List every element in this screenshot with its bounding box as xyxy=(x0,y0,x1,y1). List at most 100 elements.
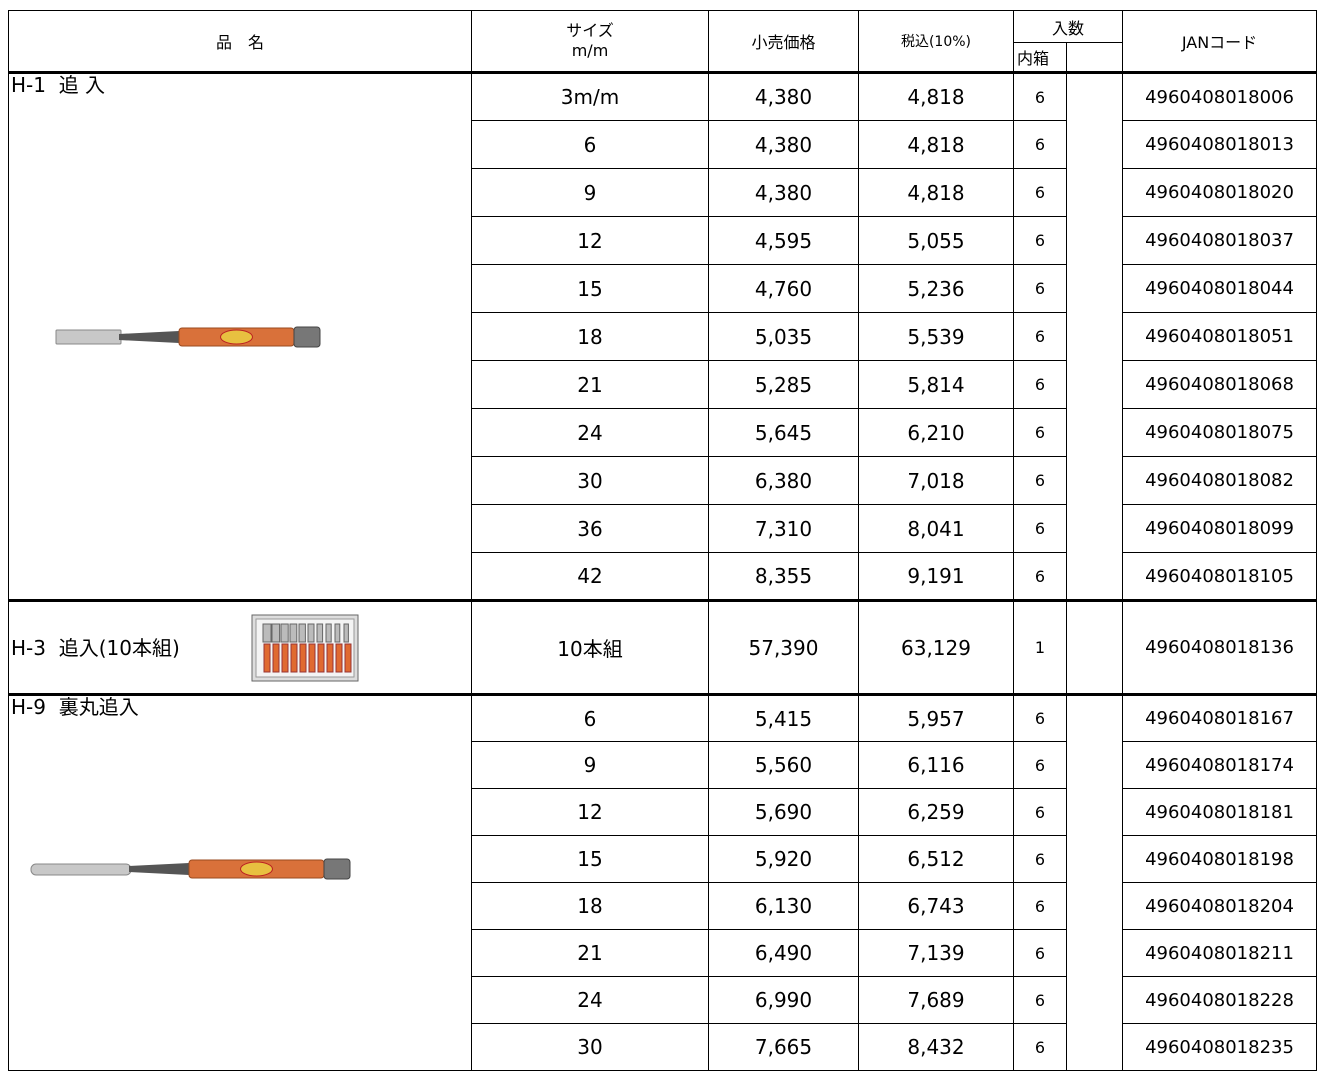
header-retail: 小売価格 xyxy=(708,10,859,74)
tax-cell: 6,743 xyxy=(858,882,1014,930)
table-row: 30 6,380 7,018 6 4960408018082 xyxy=(9,456,1318,505)
jan-cell: 4960408018211 xyxy=(1122,929,1318,977)
inner-cell: 6 xyxy=(1013,882,1067,930)
tax-cell: 8,432 xyxy=(858,1023,1014,1071)
product-cell: H-9 裏丸追入 xyxy=(8,693,472,1071)
size-cell: 18 xyxy=(471,882,709,930)
price-table: 品 名 サイズ m/m 小売価格 税込(10%) 入数 JANコード 内箱 H-… xyxy=(8,10,1318,1071)
size-cell: 9 xyxy=(471,741,709,789)
size-cell: 21 xyxy=(471,360,709,409)
header-size: サイズ m/m xyxy=(471,10,709,74)
tax-cell: 6,259 xyxy=(858,788,1014,836)
jan-cell: 4960408018020 xyxy=(1122,168,1318,217)
jan-cell: 4960408018136 xyxy=(1122,599,1318,695)
tax-cell: 5,957 xyxy=(858,693,1014,742)
set-image xyxy=(251,614,359,681)
table-body: H-1 追 入 3m/m 4,380 4,818 6 4960408018006 6 4,3… xyxy=(8,71,1318,1071)
retail-cell: 6,130 xyxy=(708,882,859,930)
retail-cell: 4,380 xyxy=(708,168,859,217)
header-size-unit: m/m xyxy=(571,41,609,60)
product-name: H-1 追 入 xyxy=(11,73,106,97)
size-cell: 18 xyxy=(471,312,709,361)
product-name: H-3 追入(10本組) xyxy=(11,635,180,660)
tax-cell: 5,236 xyxy=(858,264,1014,313)
table-row: 21 6,490 7,139 6 4960408018211 xyxy=(9,929,1318,977)
inner-cell: 6 xyxy=(1013,976,1067,1024)
inner-cell: 6 xyxy=(1013,408,1067,457)
jan-cell: 4960408018167 xyxy=(1122,693,1318,742)
table-row: 42 8,355 9,191 6 4960408018105 xyxy=(9,552,1318,601)
table-row: 12 4,595 5,055 6 4960408018037 xyxy=(9,216,1318,265)
inner-cell: 6 xyxy=(1013,312,1067,361)
inner-cell: 6 xyxy=(1013,120,1067,169)
inner-cell: 6 xyxy=(1013,929,1067,977)
jan-cell: 4960408018198 xyxy=(1122,835,1318,883)
jan-cell: 4960408018204 xyxy=(1122,882,1318,930)
inner-cell: 6 xyxy=(1013,168,1067,217)
inner-cell: 6 xyxy=(1013,1023,1067,1071)
tax-cell: 7,139 xyxy=(858,929,1014,977)
jan-cell: 4960408018174 xyxy=(1122,741,1318,789)
table-row: H-9 裏丸追入 6 5,415 5,957 6 4960408018167 xyxy=(8,693,1318,1071)
tax-cell: 5,814 xyxy=(858,360,1014,409)
size-cell: 24 xyxy=(471,408,709,457)
size-cell: 15 xyxy=(471,264,709,313)
tax-cell: 6,210 xyxy=(858,408,1014,457)
retail-cell: 5,690 xyxy=(708,788,859,836)
jan-cell: 4960408018051 xyxy=(1122,312,1318,361)
tax-cell: 4,818 xyxy=(858,168,1014,217)
retail-cell: 5,920 xyxy=(708,835,859,883)
inner-cell: 6 xyxy=(1013,264,1067,313)
inner-cell: 6 xyxy=(1013,693,1067,742)
header-qty: 入数 xyxy=(1012,10,1124,43)
jan-cell: 4960408018075 xyxy=(1122,408,1318,457)
retail-cell: 7,665 xyxy=(708,1023,859,1071)
inner-cell: 6 xyxy=(1013,216,1067,265)
inner-cell: 6 xyxy=(1013,456,1067,505)
size-cell: 6 xyxy=(471,693,709,742)
size-cell: 12 xyxy=(471,788,709,836)
retail-cell: 6,990 xyxy=(708,976,859,1024)
table-row: 6 4,380 4,818 6 4960408018013 xyxy=(9,120,1318,169)
retail-cell: 4,380 xyxy=(708,71,859,121)
tax-cell: 7,689 xyxy=(858,976,1014,1024)
retail-cell: 5,285 xyxy=(708,360,859,409)
header-tax: 税込(10%) xyxy=(858,10,1014,74)
retail-cell: 4,595 xyxy=(708,216,859,265)
header-row: 品 名 サイズ m/m 小売価格 税込(10%) 入数 JANコード xyxy=(8,10,1318,74)
size-cell: 30 xyxy=(471,1023,709,1071)
header-jan: JANコード xyxy=(1122,10,1318,74)
inner-cell: 6 xyxy=(1013,504,1067,553)
jan-cell: 4960408018105 xyxy=(1122,552,1318,601)
tax-cell: 5,539 xyxy=(858,312,1014,361)
inner-cell: 1 xyxy=(1013,599,1067,695)
retail-cell: 5,415 xyxy=(708,693,859,742)
size-cell: 6 xyxy=(471,120,709,169)
jan-cell: 4960408018006 xyxy=(1122,71,1318,121)
jan-cell: 4960408018082 xyxy=(1122,456,1318,505)
table-row: H-1 追 入 3m/m 4,380 4,818 6 4960408018006 xyxy=(8,71,1318,601)
product-wrap: H-3 追入(10本組) xyxy=(9,614,471,682)
product-cell: H-3 追入(10本組) xyxy=(8,599,472,695)
jan-cell: 4960408018037 xyxy=(1122,216,1318,265)
header-name: 品 名 xyxy=(8,10,472,74)
jan-cell: 4960408018235 xyxy=(1122,1023,1318,1071)
size-cell: 24 xyxy=(471,976,709,1024)
retail-cell: 4,760 xyxy=(708,264,859,313)
table-row: 15 4,760 5,236 6 4960408018044 xyxy=(9,264,1318,313)
jan-cell: 4960408018044 xyxy=(1122,264,1318,313)
jan-cell: 4960408018013 xyxy=(1122,120,1318,169)
tax-cell: 6,116 xyxy=(858,741,1014,789)
outer-cell xyxy=(1065,71,1124,601)
table-row: H-3 追入(10本組) 10本組 57,390 63,129 1 4960408018… xyxy=(8,599,1318,695)
jan-cell: 4960408018099 xyxy=(1122,504,1318,553)
tax-cell: 7,018 xyxy=(858,456,1014,505)
table-row: 9 5,560 6,116 6 4960408018174 xyxy=(9,741,1318,789)
table-row: 12 5,690 6,259 6 4960408018181 xyxy=(9,788,1318,836)
tax-cell: 63,129 xyxy=(858,599,1014,695)
retail-cell: 4,380 xyxy=(708,120,859,169)
size-cell: 9 xyxy=(471,168,709,217)
size-cell: 30 xyxy=(471,456,709,505)
tax-cell: 4,818 xyxy=(858,120,1014,169)
header-inner: 内箱 xyxy=(1013,42,1067,74)
